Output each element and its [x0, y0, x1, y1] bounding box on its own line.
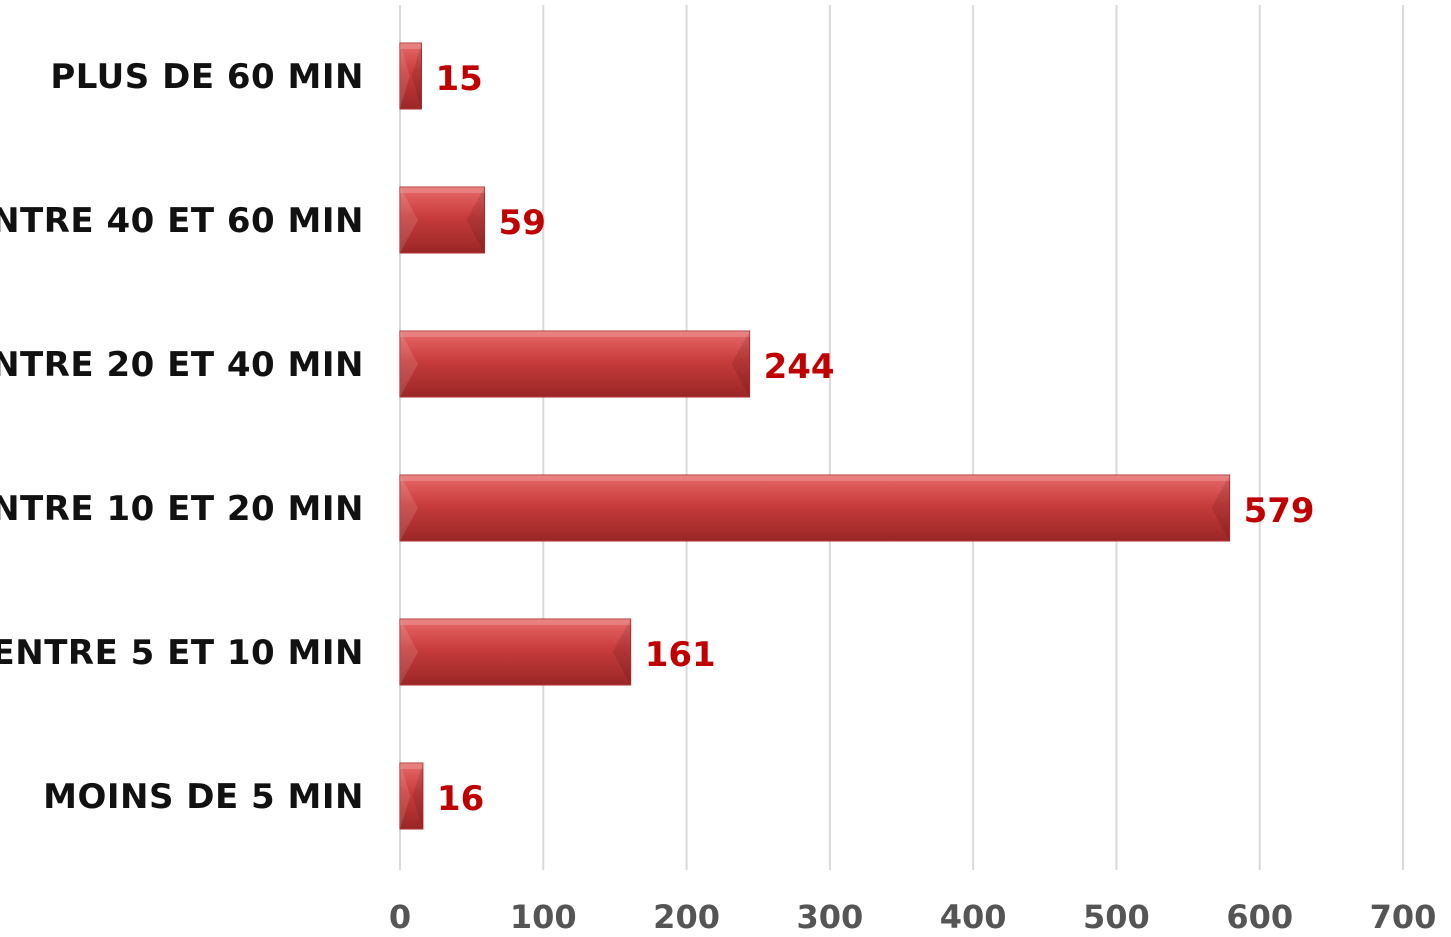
category-label: ENTRE 5 ET 10 MIN	[0, 633, 364, 673]
gridlines	[399, 5, 1404, 870]
bar-bevel-left	[400, 43, 410, 109]
data-label: 579	[1244, 491, 1315, 531]
bar-body	[399, 762, 424, 830]
bar-bevel-right	[1211, 475, 1230, 541]
data-label: 59	[499, 203, 546, 243]
bar	[399, 762, 424, 830]
bar-bevel-left	[400, 331, 418, 397]
bar-bevel-right	[466, 187, 485, 253]
x-tick-label: 700	[1370, 898, 1437, 936]
bar-body	[399, 330, 751, 398]
bar-highlight	[400, 43, 422, 49]
bar-bevel-right	[411, 43, 422, 109]
bar-highlight	[400, 763, 423, 769]
data-label: 16	[437, 779, 484, 819]
category-labels: PLUS DE 60 MIN ENTRE 40 ET 60 MIN ENTRE 20…	[0, 57, 364, 817]
category-label: ENTRE 20 ET 40 MIN	[0, 345, 364, 385]
bar-body	[399, 186, 486, 254]
x-tick-label: 300	[796, 898, 863, 936]
bar-bevel-right	[731, 331, 750, 397]
bar-highlight	[400, 331, 750, 337]
data-labels: 15 59 244 579 161 16	[435, 59, 1314, 819]
bar	[399, 618, 632, 686]
bars	[399, 42, 1231, 830]
category-label: ENTRE 40 ET 60 MIN	[0, 201, 364, 241]
bar-bevel-right	[412, 763, 423, 829]
bar-body	[399, 42, 422, 110]
bar-bevel-left	[400, 187, 418, 253]
data-label: 161	[645, 635, 716, 675]
bar	[399, 330, 751, 398]
bar-highlight	[400, 475, 1230, 481]
bar-bevel-left	[400, 763, 411, 829]
category-label: ENTRE 10 ET 20 MIN	[0, 489, 364, 529]
bar	[399, 474, 1231, 542]
data-label: 15	[435, 59, 482, 99]
x-tick-label: 0	[389, 898, 411, 936]
bar-bevel-left	[400, 475, 418, 541]
category-label: PLUS DE 60 MIN	[50, 57, 364, 97]
data-label: 244	[764, 347, 835, 387]
bar-body	[399, 618, 632, 686]
x-tick-label: 400	[940, 898, 1007, 936]
bar-bevel-right	[612, 619, 631, 685]
bar-highlight	[400, 187, 485, 193]
bar	[399, 186, 486, 254]
bar	[399, 42, 422, 110]
x-tick-label: 500	[1083, 898, 1150, 936]
bar-highlight	[400, 619, 631, 625]
bar-body	[399, 474, 1231, 542]
x-tick-label: 100	[510, 898, 577, 936]
x-tick-label: 200	[653, 898, 720, 936]
category-label: MOINS DE 5 MIN	[43, 777, 364, 817]
x-tick-label: 600	[1226, 898, 1293, 936]
x-axis-ticks: 0 100 200 300 400 500 600 700	[389, 898, 1437, 936]
bar-bevel-left	[400, 619, 418, 685]
